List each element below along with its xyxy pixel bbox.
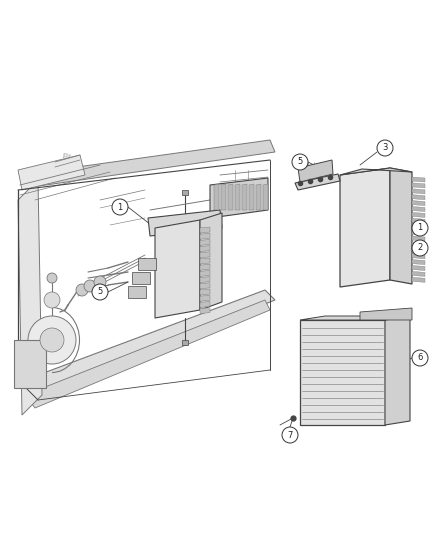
Text: 7: 7 — [287, 431, 293, 440]
Polygon shape — [200, 308, 210, 313]
FancyBboxPatch shape — [14, 340, 46, 388]
Polygon shape — [412, 271, 425, 277]
Circle shape — [292, 154, 308, 170]
Circle shape — [76, 284, 88, 296]
Polygon shape — [412, 277, 425, 282]
FancyBboxPatch shape — [138, 258, 156, 270]
Polygon shape — [412, 230, 425, 235]
Circle shape — [412, 220, 428, 236]
Polygon shape — [340, 168, 412, 175]
Circle shape — [282, 427, 298, 443]
Polygon shape — [210, 178, 268, 218]
Polygon shape — [300, 320, 385, 425]
Polygon shape — [148, 210, 222, 236]
Polygon shape — [20, 140, 275, 188]
Polygon shape — [340, 168, 390, 287]
Polygon shape — [200, 233, 210, 239]
Polygon shape — [200, 270, 210, 277]
Polygon shape — [256, 184, 261, 210]
Polygon shape — [412, 212, 425, 217]
Polygon shape — [214, 184, 219, 210]
Polygon shape — [360, 308, 412, 320]
Polygon shape — [200, 289, 210, 295]
Circle shape — [28, 316, 76, 364]
Polygon shape — [200, 295, 210, 301]
Polygon shape — [412, 254, 425, 259]
Polygon shape — [298, 160, 333, 182]
Polygon shape — [249, 184, 254, 210]
Text: 1: 1 — [417, 223, 423, 232]
Polygon shape — [200, 277, 210, 282]
Polygon shape — [412, 183, 425, 188]
Polygon shape — [155, 220, 200, 318]
Polygon shape — [221, 184, 226, 210]
Polygon shape — [385, 316, 410, 425]
FancyBboxPatch shape — [182, 190, 188, 195]
Circle shape — [84, 280, 96, 292]
Polygon shape — [200, 283, 210, 289]
Polygon shape — [412, 260, 425, 264]
Polygon shape — [228, 184, 233, 210]
Text: 2: 2 — [417, 244, 423, 253]
Text: 6: 6 — [417, 353, 423, 362]
Polygon shape — [200, 246, 210, 252]
Polygon shape — [412, 195, 425, 200]
Circle shape — [92, 284, 108, 300]
Polygon shape — [200, 252, 210, 258]
Text: 3: 3 — [382, 143, 388, 152]
Polygon shape — [412, 224, 425, 229]
Polygon shape — [412, 189, 425, 194]
Polygon shape — [263, 184, 268, 210]
Circle shape — [112, 199, 128, 215]
Text: 5: 5 — [97, 287, 102, 296]
FancyBboxPatch shape — [182, 340, 188, 345]
Polygon shape — [235, 184, 240, 210]
Polygon shape — [200, 301, 210, 308]
Polygon shape — [412, 248, 425, 253]
Circle shape — [412, 240, 428, 256]
Polygon shape — [200, 213, 222, 310]
Polygon shape — [412, 177, 425, 182]
Text: 5: 5 — [297, 157, 303, 166]
Circle shape — [47, 273, 57, 283]
Text: 1: 1 — [117, 203, 123, 212]
Polygon shape — [242, 184, 247, 210]
Polygon shape — [412, 265, 425, 271]
Circle shape — [412, 350, 428, 366]
Polygon shape — [295, 174, 340, 190]
Circle shape — [94, 276, 106, 288]
Polygon shape — [200, 264, 210, 270]
Polygon shape — [412, 200, 425, 206]
Circle shape — [44, 292, 60, 308]
Polygon shape — [25, 300, 270, 408]
Polygon shape — [412, 242, 425, 247]
Polygon shape — [412, 236, 425, 241]
Circle shape — [377, 140, 393, 156]
FancyBboxPatch shape — [132, 272, 150, 284]
Polygon shape — [200, 239, 210, 245]
Text: JOIr: JOIr — [62, 154, 71, 159]
Polygon shape — [412, 219, 425, 223]
Polygon shape — [18, 155, 85, 190]
FancyBboxPatch shape — [128, 286, 146, 298]
Polygon shape — [200, 258, 210, 264]
Polygon shape — [25, 290, 275, 395]
Polygon shape — [300, 316, 410, 320]
Polygon shape — [390, 168, 412, 284]
Circle shape — [40, 328, 64, 352]
Polygon shape — [412, 206, 425, 212]
Polygon shape — [200, 227, 210, 233]
Polygon shape — [18, 180, 42, 415]
